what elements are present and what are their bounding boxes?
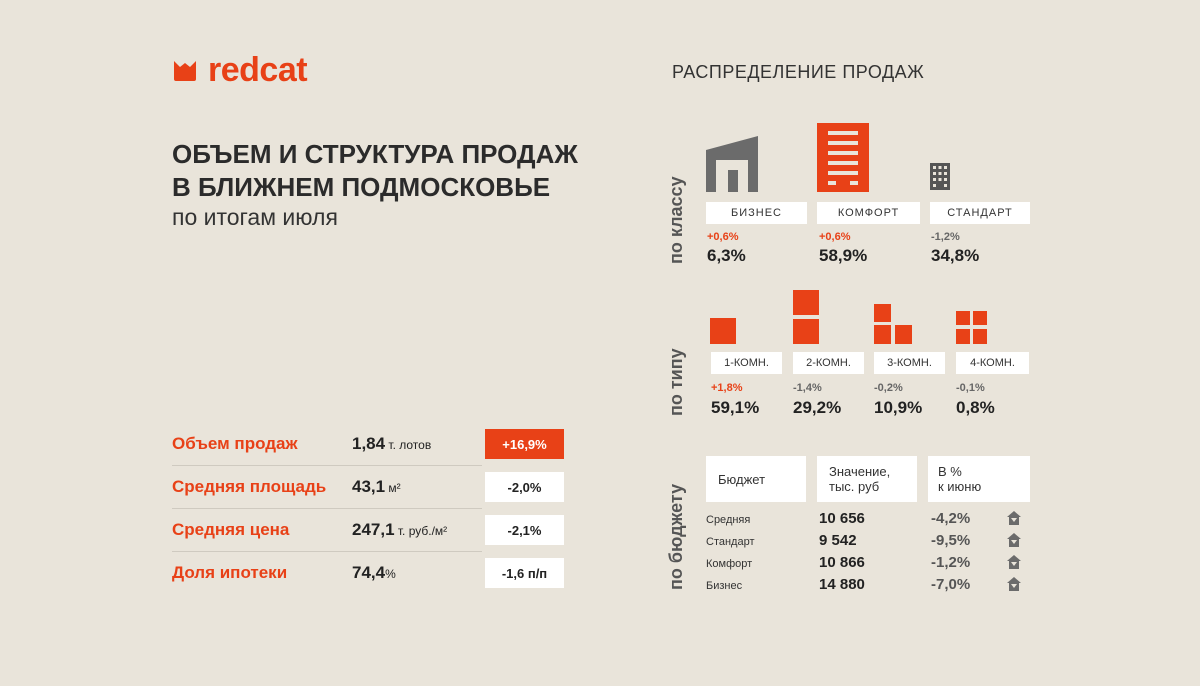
comfort-building-icon <box>817 123 869 192</box>
budget-header-value: Значение, тыс. руб <box>817 456 917 502</box>
metric-change-badge: -2,1% <box>485 515 564 545</box>
type-delta-3room: -0,2% <box>874 382 903 394</box>
metric-name: Доля ипотеки <box>172 563 288 582</box>
header-text: тыс. руб <box>829 479 880 494</box>
by-class-label: по классу <box>666 176 686 264</box>
metric-row-mortgage: Доля ипотеки 74,4% -1,6 п/п <box>172 551 564 595</box>
metric-row-volume: Объем продаж 1,84 т. лотов +16,9% <box>172 422 564 466</box>
type-tag-2room: 2-КОМН. <box>793 352 864 374</box>
metric-change-badge: -2,0% <box>485 472 564 502</box>
class-delta-comfort: +0,6% <box>819 231 851 243</box>
one-room-icon <box>710 318 736 344</box>
budget-row-value: 14 880 <box>819 576 865 593</box>
class-share-comfort: 58,9% <box>819 246 868 265</box>
house-down-icon <box>1007 511 1021 525</box>
metric-divider <box>172 465 482 466</box>
budget-row-change: -7,0% <box>931 576 971 593</box>
budget-row-name: Средняя <box>706 514 751 526</box>
metric-divider <box>172 551 482 552</box>
type-tag-4room: 4-КОМН. <box>956 352 1029 374</box>
budget-header-change: В % к июню <box>928 456 1030 502</box>
metric-value: 43,1 м² <box>352 477 401 496</box>
four-room-icon <box>956 311 987 344</box>
type-share-3room: 10,9% <box>874 398 923 417</box>
metric-name: Объем продаж <box>172 434 298 453</box>
distribution-title: РАСПРЕДЕЛЕНИЕ ПРОДАЖ <box>672 62 925 82</box>
budget-row-change: -1,2% <box>931 554 971 571</box>
metric-value: 247,1 т. руб./м² <box>352 520 448 539</box>
class-tag-comfort: КОМФОРТ <box>817 202 920 224</box>
class-share-business: 6,3% <box>707 246 746 265</box>
metric-value: 1,84 т. лотов <box>352 434 432 453</box>
budget-row-value: 10 656 <box>819 510 865 527</box>
by-type-label: по типу <box>666 348 686 416</box>
header-text: к июню <box>938 479 982 494</box>
metric-name: Средняя площадь <box>172 477 327 496</box>
type-tag-3room: 3-КОМН. <box>874 352 945 374</box>
class-tag-standard: СТАНДАРТ <box>930 202 1030 224</box>
header-text: В % <box>938 464 962 479</box>
two-room-icon <box>793 290 819 344</box>
title-line-2: В БЛИЖНЕМ ПОДМОСКОВЬЕ <box>172 172 551 202</box>
business-building-icon <box>706 136 758 192</box>
class-share-standard: 34,8% <box>931 246 980 265</box>
type-delta-4room: -0,1% <box>956 382 985 394</box>
type-share-4room: 0,8% <box>956 398 995 417</box>
budget-row-change: -9,5% <box>931 532 971 549</box>
metric-name: Средняя цена <box>172 520 290 539</box>
metric-value: 74,4% <box>352 563 396 582</box>
three-room-icon <box>874 304 912 344</box>
type-share-1room: 59,1% <box>711 398 760 417</box>
page-subtitle: по итогам июля <box>172 204 338 230</box>
budget-row-value: 10 866 <box>819 554 865 571</box>
class-delta-business: +0,6% <box>707 231 739 243</box>
header-text: Значение, <box>829 464 891 479</box>
metric-row-area: Средняя площадь 43,1 м² -2,0% <box>172 465 564 509</box>
budget-row-name: Бизнес <box>706 580 743 592</box>
metric-change-badge: -1,6 п/п <box>485 558 564 588</box>
class-delta-standard: -1,2% <box>931 231 960 243</box>
type-share-2room: 29,2% <box>793 398 842 417</box>
header-text: Бюджет <box>718 471 766 487</box>
by-budget-label: по бюджету <box>666 483 686 590</box>
budget-header-budget: Бюджет <box>706 456 806 502</box>
house-down-icon <box>1007 533 1021 547</box>
house-down-icon <box>1007 555 1021 569</box>
metric-change-badge: +16,9% <box>485 429 564 459</box>
type-delta-1room: +1,8% <box>711 382 743 394</box>
class-tag-business: БИЗНЕС <box>706 202 807 224</box>
title-line-1: ОБЪЕМ И СТРУКТУРА ПРОДАЖ <box>172 139 578 169</box>
budget-row-change: -4,2% <box>931 510 971 527</box>
standard-building-icon <box>930 163 950 190</box>
budget-row-name: Стандарт <box>706 536 755 548</box>
redcat-logo-icon <box>174 61 196 81</box>
metric-divider <box>172 508 482 509</box>
type-delta-2room: -1,4% <box>793 382 822 394</box>
type-tag-1room: 1-КОМН. <box>711 352 782 374</box>
logo-text: redcat <box>208 51 308 89</box>
budget-row-name: Комфорт <box>706 558 753 570</box>
metric-row-price: Средняя цена 247,1 т. руб./м² -2,1% <box>172 508 564 552</box>
house-down-icon <box>1007 577 1021 591</box>
brand-logo: redcat <box>172 51 308 89</box>
budget-row-value: 9 542 <box>819 532 857 549</box>
page-title: ОБЪЕМ И СТРУКТУРА ПРОДАЖ В БЛИЖНЕМ ПОДМО… <box>172 138 578 204</box>
